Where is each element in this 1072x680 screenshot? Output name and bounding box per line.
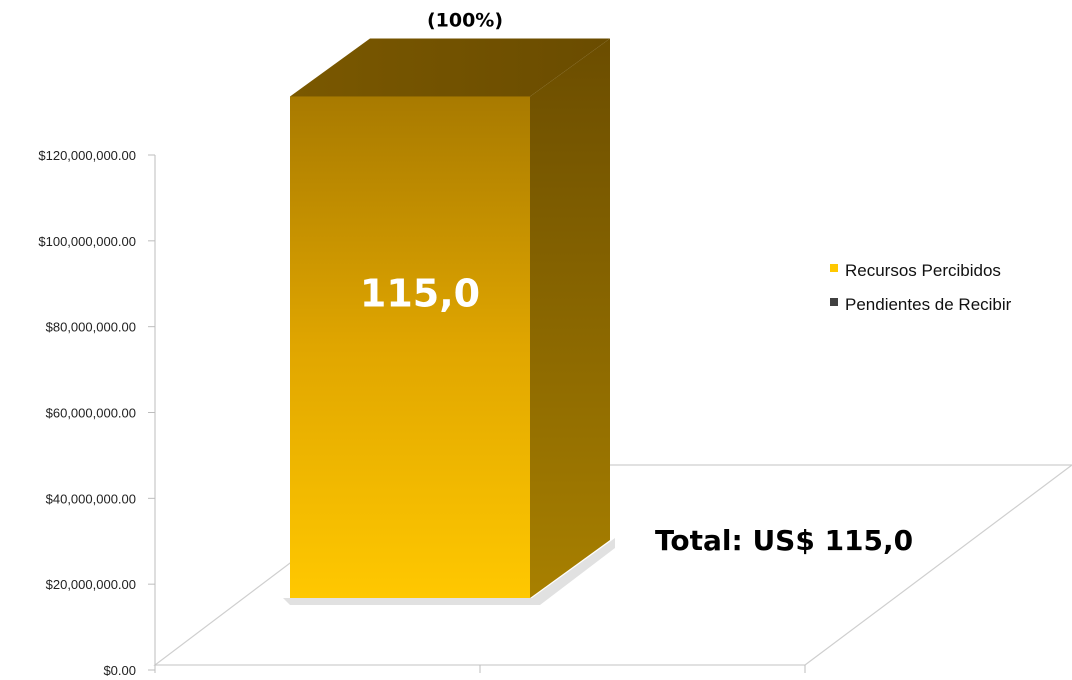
bar-shadow <box>283 538 615 605</box>
bar-recursos-percibidos <box>290 38 610 599</box>
bar-top-face <box>290 38 610 97</box>
y-tick-label: $20,000,000.00 <box>46 577 136 592</box>
bar-front-face <box>290 96 530 598</box>
y-tick-label: $100,000,000.00 <box>38 234 136 249</box>
bar-data-label: 115,0 <box>360 271 480 315</box>
legend-label-pendientes-de-recibir: Pendientes de Recibir <box>845 295 1012 314</box>
legend-label-recursos-percibidos: Recursos Percibidos <box>845 261 1001 280</box>
bar-percent-label: (100%) <box>427 9 503 31</box>
bar-side-face <box>530 38 610 599</box>
y-tick-label: $80,000,000.00 <box>46 320 136 335</box>
total-annotation: Total: US$ 115,0 <box>655 524 913 557</box>
legend-swatch-recursos-percibidos <box>830 264 838 272</box>
y-axis-ticks: $0.00 $20,000,000.00 $40,000,000.00 $60,000… <box>38 148 155 678</box>
legend: Recursos Percibidos Pendientes de Recibi… <box>830 261 1012 314</box>
y-tick-label: $40,000,000.00 <box>46 491 136 506</box>
y-tick-label: $120,000,000.00 <box>38 148 136 163</box>
legend-swatch-pendientes-de-recibir <box>830 298 838 306</box>
y-tick-label: $0.00 <box>103 663 136 678</box>
y-tick-label: $60,000,000.00 <box>46 406 136 421</box>
